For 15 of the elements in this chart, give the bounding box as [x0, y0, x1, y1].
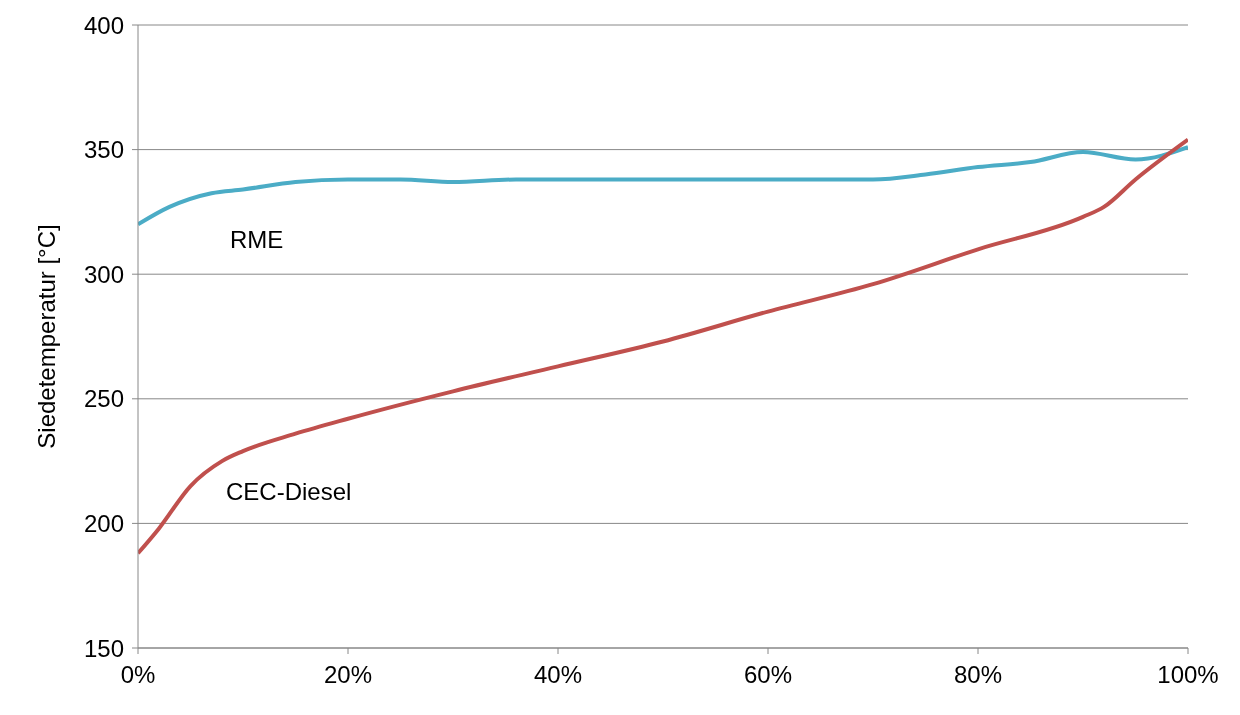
x-tick-label: 80%: [953, 661, 1003, 689]
x-tick-label: 20%: [323, 661, 373, 689]
y-tick-label: 300: [83, 260, 124, 288]
y-tick-label: 350: [83, 136, 124, 164]
y-tick-label: 250: [83, 385, 124, 413]
y-tick-label: 400: [83, 11, 124, 39]
x-tick-label: 60%: [743, 661, 793, 689]
x-tick-label: 40%: [533, 661, 583, 689]
y-axis-title: Siedetemperatur [°C]: [32, 224, 60, 449]
y-tick-label: 150: [83, 634, 124, 662]
series-label: RME: [230, 226, 284, 254]
series-label: CEC-Diesel: [226, 478, 352, 506]
y-tick-label: 200: [83, 509, 124, 537]
x-tick-label: 100%: [1157, 661, 1219, 689]
x-tick-label: 0%: [120, 661, 156, 689]
